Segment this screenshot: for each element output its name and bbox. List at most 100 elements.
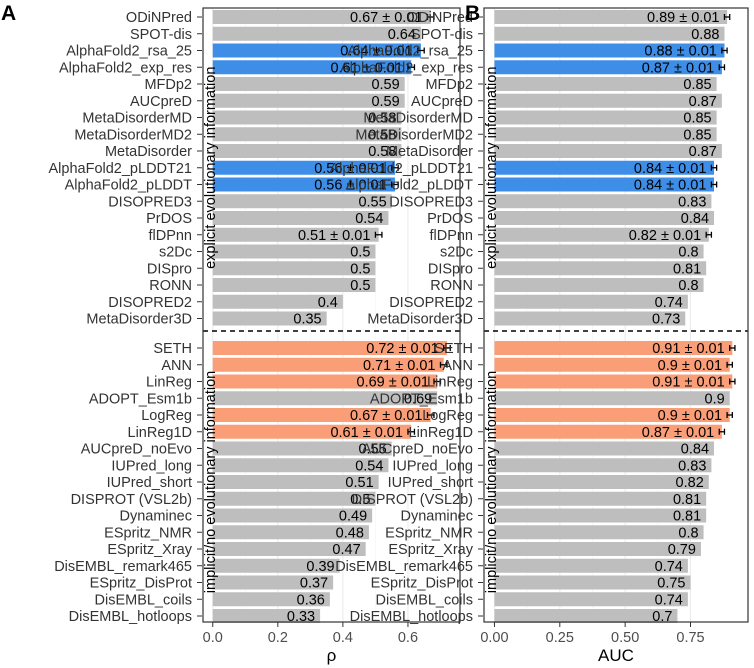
bar-mfdp2 [494, 77, 717, 91]
data-label: 0.84 ± 0.01 [634, 178, 706, 194]
data-label: 0.49 [339, 509, 367, 525]
category-label: LogReg [141, 408, 192, 424]
bar-fldpnn [212, 227, 379, 242]
bar-linreg [212, 374, 438, 389]
data-label: 0.51 ± 0.01 [298, 228, 370, 244]
x-tick-label: 0.0 [203, 630, 223, 646]
data-label: 0.58 [368, 144, 396, 160]
bar-metadisordermd [212, 110, 402, 125]
category-label: Dynaminec [400, 509, 473, 525]
data-label: 0.58 [368, 127, 396, 143]
category-label: DISOPRED2 [389, 295, 473, 311]
x-tick-label: 0.25 [546, 630, 574, 646]
category-label: LinReg [427, 375, 473, 391]
data-label: 0.56 ± 0.01 [314, 178, 386, 194]
bar-alphafold2-rsa-25 [212, 43, 421, 58]
bar-disprot-vsl2b- [494, 491, 707, 506]
data-label: 0.5 [350, 492, 370, 508]
data-label: 0.71 ± 0.01 [363, 358, 435, 374]
bar-disembl-hotloops [212, 609, 321, 623]
data-label: 0.67 ± 0.01 [350, 408, 422, 424]
category-label: AlphaFold2_pLDDT21 [49, 161, 192, 177]
data-label: 0.59 [371, 94, 399, 110]
bar-alphafold2-exp-res [494, 60, 722, 75]
data-label: 0.88 ± 0.01 [644, 44, 716, 60]
group-label: implicit/no evolutionary information [484, 371, 500, 593]
data-label: 0.89 ± 0.01 [647, 10, 719, 26]
category-label: DisEMBL_remark465 [54, 559, 192, 575]
group-label: explicit evolutionary information [203, 67, 219, 269]
bar-espritz-xray [212, 542, 366, 556]
category-label: ESpritz_Xray [388, 542, 473, 558]
category-label: s2Dc [159, 245, 192, 261]
x-tick-label: 0.00 [480, 630, 508, 646]
category-label: DISPROT (VSL2b) [71, 492, 192, 508]
bar-iupred-short [212, 475, 379, 489]
data-label: 0.48 [336, 525, 364, 541]
data-label: 0.85 [683, 127, 711, 143]
category-label: DISOPRED2 [108, 295, 192, 311]
bar-espritz-xray [494, 542, 701, 556]
category-label: IUPred_short [107, 475, 192, 491]
category-label: AUCpreD_noEvo [81, 442, 192, 458]
category-label: AUCpreD [411, 94, 473, 110]
bar-metadisordermd2 [494, 127, 717, 142]
data-label: 0.83 [678, 194, 706, 210]
panel-label: A [1, 2, 16, 25]
data-label: 0.87 [689, 144, 717, 160]
category-label: ANN [161, 358, 192, 374]
category-label: SETH [434, 341, 473, 357]
category-label: ESpritz_DisProt [90, 576, 192, 592]
data-label: 0.8 [678, 245, 698, 261]
bar-mfdp2 [212, 77, 405, 91]
data-label: 0.5 [350, 245, 370, 261]
bar-disopred2 [494, 294, 688, 309]
bar-aucpred [494, 93, 722, 108]
category-label: AlphaFold2_rsa_25 [347, 44, 473, 60]
data-label: 0.5 [350, 261, 370, 277]
data-label: 0.55 [358, 194, 386, 210]
data-label: 0.84 [681, 211, 709, 227]
category-label: AlphaFold2_exp_res [340, 60, 473, 76]
data-label: 0.81 [673, 261, 701, 277]
bar-alphafold2-plddt21 [212, 160, 395, 175]
data-label: 0.64 ± 0.01 [340, 44, 412, 60]
data-label: 0.87 ± 0.01 [642, 60, 714, 76]
category-label: DisEMBL_coils [376, 592, 474, 608]
data-label: 0.83 [678, 458, 706, 474]
bar-ronn [494, 278, 704, 292]
bar-metadisorder [212, 144, 402, 158]
data-label: 0.9 [705, 391, 725, 407]
data-label: 0.81 [673, 509, 701, 525]
category-label: AlphaFold2_pLDDT [65, 178, 192, 194]
category-label: ESpritz_Xray [107, 542, 192, 558]
bar-seth [494, 341, 733, 355]
x-tick-label: 0.2 [268, 630, 288, 646]
group-label: implicit/no evolutionary information [203, 371, 219, 593]
bar-espritz-disprot [494, 575, 691, 590]
data-label: 0.59 [371, 77, 399, 93]
data-label: 0.61 ± 0.01 [330, 60, 402, 76]
bar-disembl-remark465 [494, 558, 688, 573]
data-label: 0.75 [657, 576, 685, 592]
data-label: 0.9 ± 0.01 [658, 408, 722, 424]
category-label: ANN [442, 358, 473, 374]
category-label: MetaDisorderMD2 [74, 127, 192, 143]
bar-dispro [494, 261, 707, 276]
data-label: 0.87 [689, 94, 717, 110]
category-label: MFDp2 [144, 77, 192, 93]
data-label: 0.84 [681, 442, 709, 458]
data-label: 0.47 [332, 542, 360, 558]
data-label: 0.8 [678, 278, 698, 294]
x-tick-label: 0.4 [333, 630, 353, 646]
bar-disembl-remark465 [212, 558, 340, 573]
bar-odinpred [212, 10, 431, 24]
bar-dynaminec [212, 508, 373, 523]
category-label: MetaDisorderMD2 [355, 127, 473, 143]
data-label: 0.85 [683, 77, 711, 93]
bar-logreg [212, 408, 431, 422]
bar-logreg [494, 408, 730, 422]
category-label: AlphaFold2_exp_res [59, 60, 192, 76]
data-label: 0.58 [368, 111, 396, 127]
